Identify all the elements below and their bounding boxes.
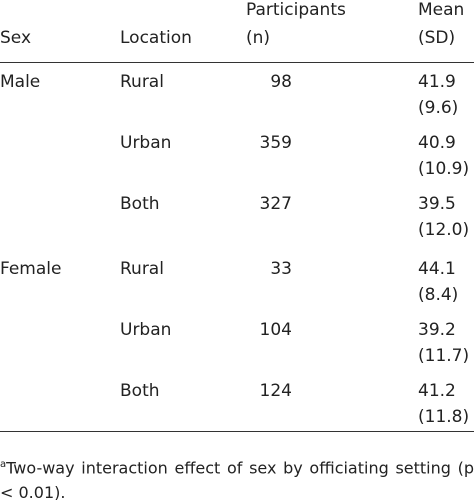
- location-cell: Urban: [120, 133, 172, 153]
- sd-cell: (11.8): [418, 407, 470, 427]
- header-cell: Sex: [0, 28, 32, 48]
- n-cell: 124: [259, 381, 292, 401]
- bottom-rule: [0, 431, 474, 432]
- n-cell: 33: [270, 259, 292, 279]
- mean-cell: 39.5: [418, 194, 456, 214]
- header-cell: Location: [120, 28, 192, 48]
- sd-cell: (8.4): [418, 285, 459, 305]
- location-cell: Both: [120, 381, 160, 401]
- footnote-marker: a: [0, 459, 7, 470]
- sd-cell: (12.0): [418, 220, 470, 240]
- n-cell: 327: [259, 194, 292, 214]
- location-cell: Rural: [120, 72, 164, 92]
- location-cell: Both: [120, 194, 160, 214]
- sd-cell: (11.7): [418, 346, 470, 366]
- n-cell: 98: [270, 72, 292, 92]
- header-cell: (n): [246, 28, 271, 48]
- n-cell: 104: [259, 320, 292, 340]
- mean-cell: 40.9: [418, 133, 456, 153]
- header-cell: (SD): [418, 28, 456, 48]
- header-cell: Mean: [418, 0, 465, 20]
- sd-cell: (10.9): [418, 159, 470, 179]
- footnote: aTwo-way interaction effect of sex by of…: [0, 452, 474, 500]
- sex-cell: Female: [0, 259, 62, 279]
- mean-cell: 41.9: [418, 72, 456, 92]
- n-cell: 359: [259, 133, 292, 153]
- footnote-text: Two-way interaction effect of sex by off…: [0, 458, 474, 500]
- mean-cell: 44.1: [418, 259, 456, 279]
- sex-cell: Male: [0, 72, 41, 92]
- location-cell: Rural: [120, 259, 164, 279]
- sd-cell: (9.6): [418, 98, 459, 118]
- header-rule: [0, 62, 474, 63]
- mean-cell: 41.2: [418, 381, 456, 401]
- mean-cell: 39.2: [418, 320, 456, 340]
- location-cell: Urban: [120, 320, 172, 340]
- header-cell: Participants: [246, 0, 346, 20]
